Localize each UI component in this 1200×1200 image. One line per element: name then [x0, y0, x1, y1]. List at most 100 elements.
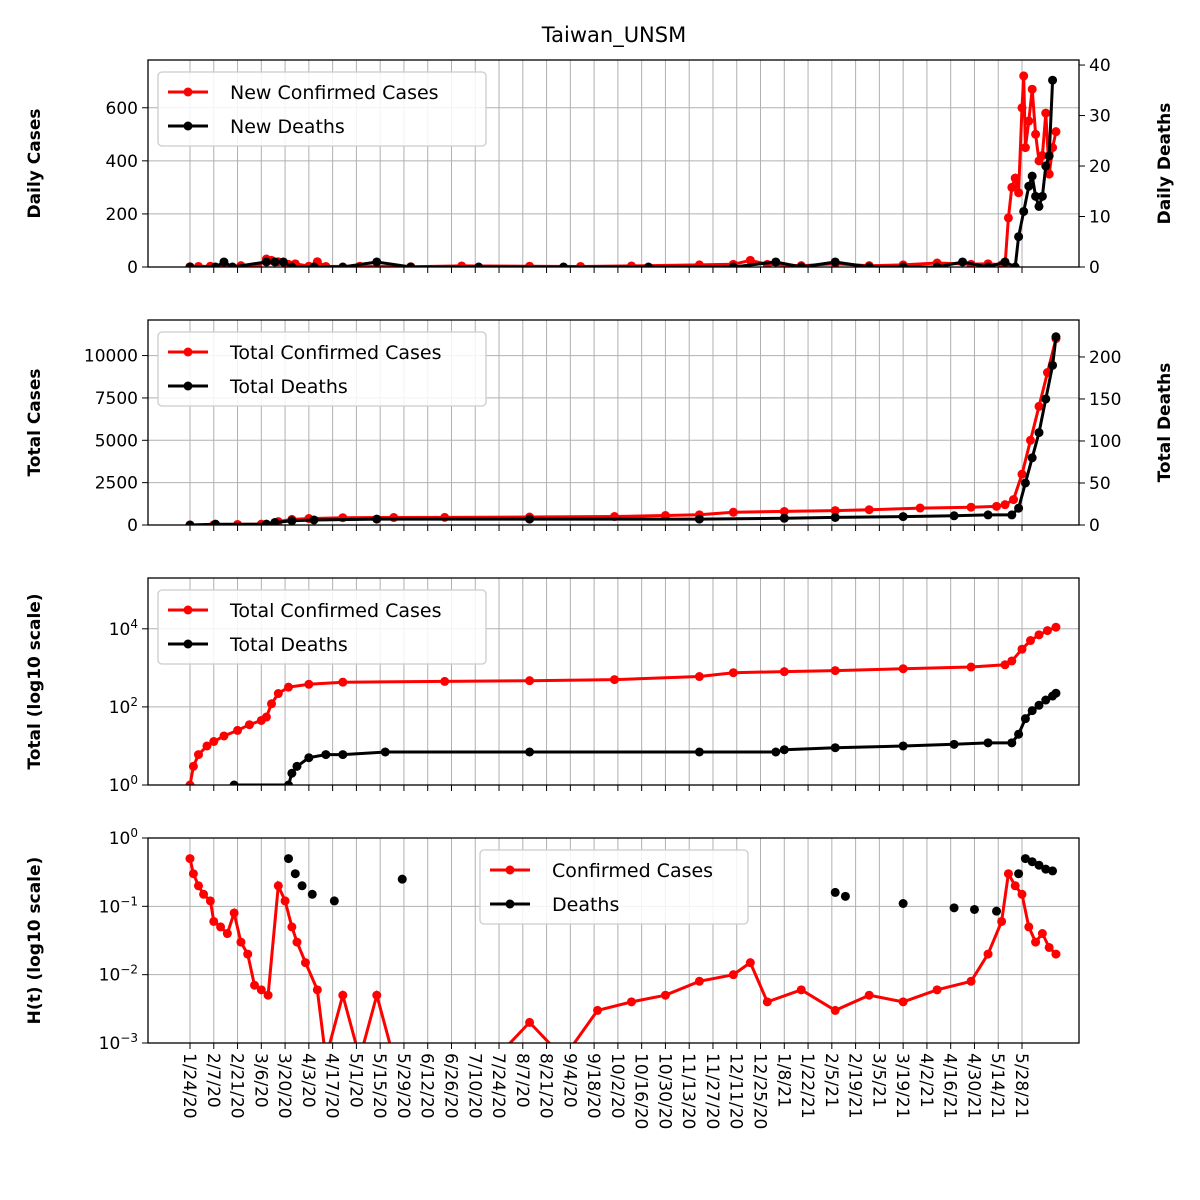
data-point [830, 743, 840, 753]
y-axis-label-right: Total Deaths [1155, 363, 1175, 483]
y-tick-label: 600 [106, 99, 138, 119]
panel-1: 0 200 400 600 0 10 20 30 40 Daily Cases Daily Deat… [25, 56, 1175, 278]
data-point [796, 262, 806, 267]
series-1 [185, 622, 1061, 785]
x-tick-label: 7/24/20 [488, 1053, 508, 1119]
data-point [983, 738, 993, 748]
legend: New Confirmed Cases New Deaths [157, 71, 487, 147]
data-point [898, 664, 908, 674]
x-tick-label: 4/30/21 [963, 1053, 983, 1119]
data-point [1048, 75, 1058, 85]
y-tick-label: 400 [106, 152, 138, 172]
data-point [233, 725, 243, 735]
x-tick-label: 4/17/20 [322, 1053, 342, 1119]
y-tick-label: 0 [127, 516, 138, 536]
data-point [209, 737, 219, 747]
y-tick-label: 7500 [95, 389, 138, 409]
data-point [949, 511, 959, 521]
x-tick-label: 5/1/20 [345, 1053, 365, 1108]
data-point [779, 667, 789, 677]
data-point [966, 976, 976, 986]
data-point [1027, 453, 1037, 463]
y-right-tick-label: 30 [1089, 107, 1111, 127]
y-right-tick-label: 200 [1089, 348, 1121, 368]
data-point [728, 668, 738, 678]
data-point [205, 896, 215, 906]
data-point [1051, 332, 1061, 342]
data-point [1048, 866, 1058, 876]
data-point [745, 255, 755, 265]
legend: Total Confirmed Cases Total Deaths [157, 331, 487, 407]
legend-marker [183, 381, 193, 391]
data-point [1014, 729, 1024, 739]
data-point [1034, 428, 1044, 438]
legend-label: New Confirmed Cases [230, 82, 439, 104]
x-tick-label: 6/12/20 [417, 1053, 437, 1119]
x-tick-label: 12/25/20 [750, 1053, 770, 1129]
data-point [771, 747, 781, 757]
data-point [694, 514, 704, 524]
data-point [1027, 857, 1037, 867]
data-point [694, 672, 704, 682]
data-point [222, 929, 232, 939]
x-tick-label: 5/14/21 [987, 1053, 1007, 1119]
panel-4: 10−3 10−2 10−1 100 H(t) (log10 scale) Confirm… [25, 826, 1080, 1054]
data-point [1034, 700, 1044, 710]
y-right-tick-label: 10 [1089, 208, 1111, 228]
x-tick-label: 4/2/21 [916, 1053, 936, 1108]
data-point [1014, 869, 1024, 879]
x-tick-label: 5/29/20 [393, 1053, 413, 1119]
x-tick-label: 9/18/20 [583, 1053, 603, 1119]
data-point [1037, 191, 1047, 201]
legend-label: New Deaths [230, 116, 345, 138]
y-axis-label: H(t) (log10 scale) [25, 857, 45, 1025]
y-axis-label: Total (log10 scale) [25, 593, 45, 769]
y-tick-label: 5000 [95, 431, 138, 451]
data-point [1020, 143, 1030, 153]
data-point [1024, 181, 1034, 191]
data-point [287, 922, 297, 932]
data-point [525, 514, 535, 524]
legend-label: Deaths [552, 894, 619, 916]
data-point [1020, 714, 1030, 724]
x-tick-label: 7/10/20 [464, 1053, 484, 1119]
series-line [188, 858, 1058, 1043]
y-tick-label: 0 [127, 258, 138, 278]
data-point [292, 937, 302, 947]
data-point [525, 747, 535, 757]
data-point [185, 780, 195, 785]
data-point [321, 750, 331, 760]
x-tick-label: 10/2/20 [607, 1053, 627, 1119]
data-point [304, 753, 314, 763]
data-point [338, 990, 348, 1000]
x-tick-label: 2/21/20 [227, 1053, 247, 1119]
x-tick-label: 11/27/20 [702, 1053, 722, 1129]
data-point [1044, 169, 1054, 179]
axes-frame [147, 319, 1080, 526]
y-right-tick-label: 0 [1089, 516, 1100, 536]
data-point [267, 699, 277, 709]
data-point [694, 747, 704, 757]
data-point [372, 514, 382, 524]
data-point [312, 985, 322, 995]
x-tick-label: 11/13/20 [678, 1053, 698, 1129]
data-point [229, 780, 239, 785]
data-point [1017, 103, 1027, 113]
data-point [1044, 151, 1054, 161]
data-point [329, 896, 339, 906]
data-point [992, 501, 1002, 511]
x-tick-label: 4/16/21 [940, 1053, 960, 1119]
data-point [1019, 71, 1029, 81]
data-point [307, 889, 317, 899]
data-point [609, 675, 619, 685]
x-tick-label: 12/11/20 [726, 1053, 746, 1129]
data-point [1034, 201, 1044, 211]
data-point [983, 510, 993, 520]
data-point [283, 682, 293, 692]
data-point [1025, 636, 1035, 646]
series-2 [185, 75, 1058, 267]
data-point [309, 515, 319, 525]
data-point [796, 985, 806, 995]
data-point [1007, 182, 1017, 192]
data-point [966, 662, 976, 672]
